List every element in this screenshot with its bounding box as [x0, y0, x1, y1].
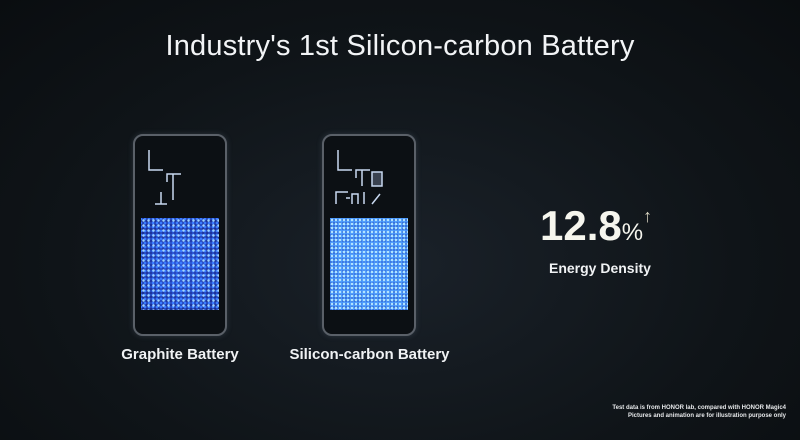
energy-density-label: Energy Density	[549, 260, 651, 276]
silicon-carbon-cells	[330, 218, 408, 310]
footnote-line: Pictures and animation are for illustrat…	[627, 413, 786, 419]
slide-title: Industry's 1st Silicon-carbon Battery	[165, 30, 635, 62]
metric-unit: %	[621, 219, 644, 246]
graphite-battery-label: Graphite Battery	[121, 346, 239, 363]
energy-density-value: 12.8%↑	[540, 202, 652, 250]
silicon-carbon-battery-label: Silicon-carbon Battery	[289, 346, 450, 363]
footnote-line: Test data is from HONOR lab, compared wi…	[612, 405, 786, 411]
footnote: Test data is from HONOR lab, compared wi…	[612, 404, 786, 420]
graphite-battery-illustration	[133, 134, 227, 336]
arrow-up-icon: ↑	[643, 206, 653, 226]
circuit-icon	[335, 150, 383, 205]
graphite-cells	[141, 218, 219, 310]
metric-number: 12.8	[540, 202, 622, 249]
circuit-icon	[148, 150, 181, 205]
silicon-carbon-battery-illustration	[322, 134, 416, 336]
